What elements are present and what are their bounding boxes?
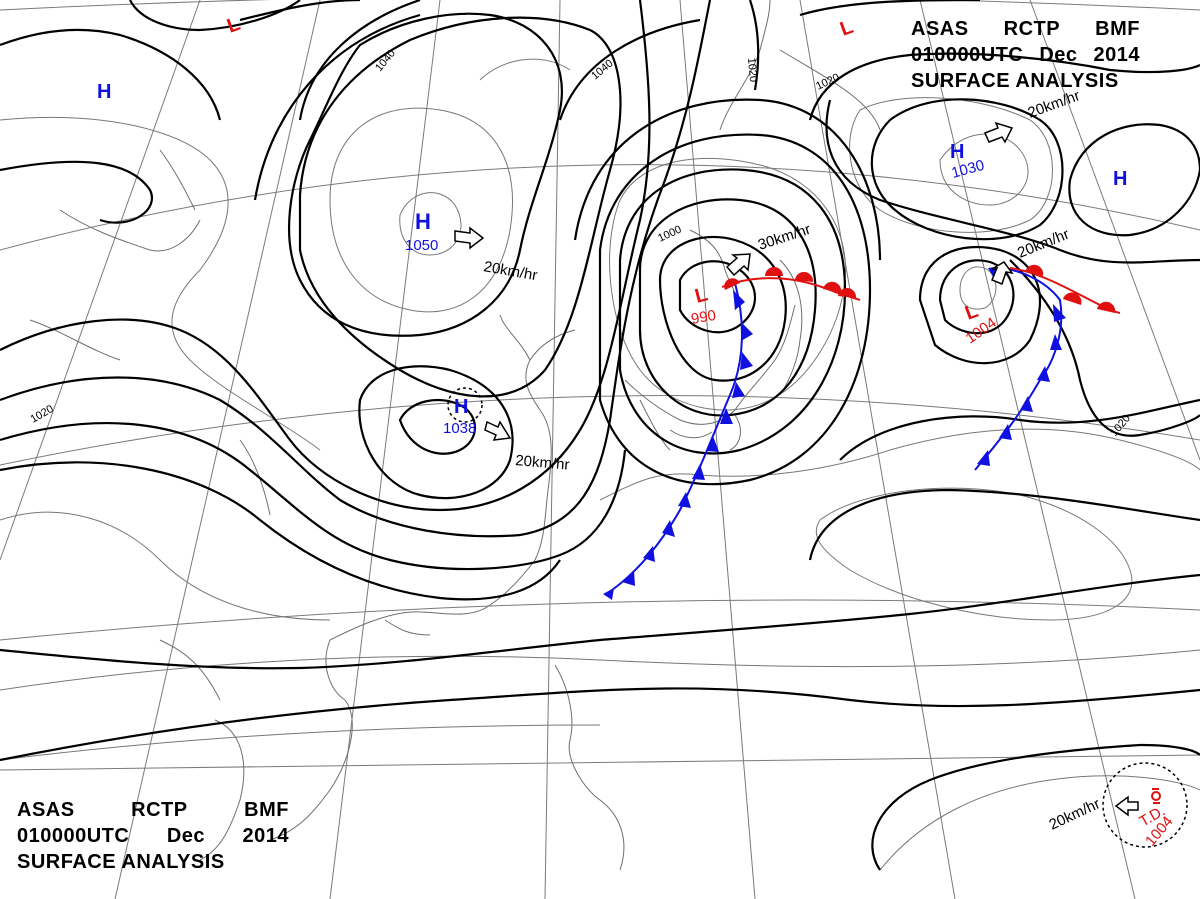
motion-arrows bbox=[454, 121, 1139, 817]
header-time: 010000UTC bbox=[17, 825, 130, 847]
header-month: Dec bbox=[166, 825, 206, 847]
header-title: SURFACE ANALYSIS bbox=[17, 851, 225, 873]
high-nw-symbol: H bbox=[97, 81, 111, 103]
high-china-symbol: H bbox=[454, 396, 468, 418]
header-center: RCTP bbox=[131, 799, 188, 821]
low-japan-pressure: 990 bbox=[690, 307, 718, 328]
arrow-high-china-icon bbox=[484, 420, 512, 441]
header-year: 2014 bbox=[242, 825, 289, 847]
typhoon-icon bbox=[1151, 788, 1161, 804]
header-agency: ASAS bbox=[17, 799, 75, 821]
high-china-motion: 20km/hr bbox=[515, 452, 570, 474]
thin-isobars bbox=[0, 58, 1200, 871]
header-code: BMF bbox=[1095, 18, 1140, 40]
header-center: RCTP bbox=[1003, 18, 1061, 40]
td-circle bbox=[1102, 762, 1188, 848]
isobars bbox=[0, 0, 1200, 871]
high-china-circle bbox=[447, 387, 483, 423]
arrow-td-icon bbox=[1114, 795, 1139, 817]
coastlines bbox=[29, 0, 881, 871]
arrow-low-pacific-icon bbox=[991, 261, 1014, 285]
warm-front-japan bbox=[721, 267, 861, 301]
header-month: Dec bbox=[1039, 44, 1078, 66]
high-pacific-symbol: H bbox=[950, 141, 964, 163]
header-year: 2014 bbox=[1093, 44, 1140, 66]
high-mongolia-symbol: H bbox=[415, 209, 431, 234]
header-code: BMF bbox=[244, 799, 289, 821]
cold-front-japan bbox=[603, 282, 753, 600]
header-bottom: ASAS RCTP BMF 010000UTC Dec 2014 SURFACE… bbox=[17, 797, 289, 875]
warm-front-pacific bbox=[1009, 264, 1121, 314]
high-mongolia-pressure: 1050 bbox=[405, 237, 438, 254]
low-japan-symbol: L bbox=[693, 283, 710, 307]
high-china-pressure: 1038 bbox=[443, 420, 476, 437]
high-east-symbol: H bbox=[1113, 168, 1127, 190]
header-top: ASAS RCTP BMF 010000UTC Dec 2014 SURFACE… bbox=[911, 16, 1140, 94]
arrow-high-mongolia-icon bbox=[454, 226, 485, 250]
isobar-label-1020a: 1020 bbox=[745, 57, 759, 82]
header-agency: ASAS bbox=[911, 18, 969, 40]
arrow-high-pacific-icon bbox=[983, 121, 1014, 144]
header-title: SURFACE ANALYSIS bbox=[911, 70, 1119, 92]
arrow-low-japan-icon bbox=[725, 253, 751, 277]
header-time: 010000UTC bbox=[911, 44, 1024, 66]
